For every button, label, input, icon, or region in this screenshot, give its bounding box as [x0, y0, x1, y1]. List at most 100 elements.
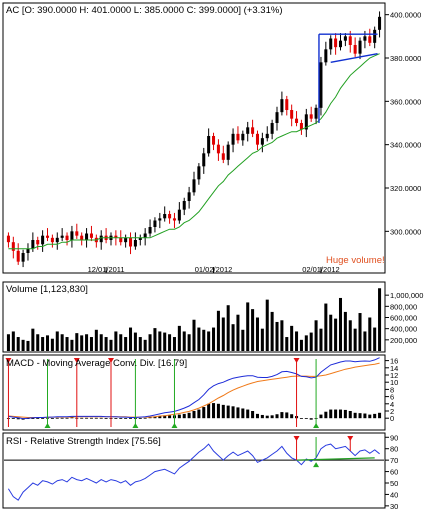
- volume-bar: [60, 334, 64, 351]
- macd-histogram-bar: [275, 414, 279, 419]
- candle-body: [363, 36, 367, 41]
- candle-body: [285, 99, 289, 110]
- candle-body: [177, 209, 181, 221]
- candle-body: [192, 179, 196, 193]
- macd-y-tick-label: 8: [390, 385, 394, 394]
- volume-bar: [295, 331, 299, 351]
- candle-body: [89, 233, 93, 238]
- volume-bar: [177, 325, 181, 351]
- macd-histogram-bar: [226, 405, 230, 419]
- price-y-tick-label: 340.0000: [390, 141, 421, 150]
- macd-histogram-bar: [338, 409, 343, 419]
- candle-body: [41, 235, 45, 245]
- candle-body: [241, 133, 245, 141]
- price-panel-frame: [2, 2, 386, 274]
- candle-body: [55, 237, 59, 243]
- volume-bar: [41, 337, 45, 351]
- candle-body: [246, 127, 250, 134]
- rsi-y-tick-label: 40: [390, 490, 398, 499]
- candle-body: [236, 133, 240, 141]
- rsi-panel: 30 40 50 60 70 80 90: [4, 433, 398, 511]
- macd-histogram-bar: [55, 417, 59, 419]
- volume-bar: [319, 328, 323, 351]
- volume-bar: [226, 305, 230, 351]
- volume-y-tick-label: 400,000: [390, 325, 417, 334]
- macd-histogram-bar: [221, 404, 225, 419]
- macd-histogram-bar: [148, 417, 152, 419]
- volume-bar: [172, 337, 176, 351]
- volume-bar: [197, 327, 201, 351]
- macd-histogram-bar: [182, 413, 186, 419]
- volume-bar: [6, 334, 10, 351]
- macd-histogram-bar: [231, 406, 235, 419]
- macd-histogram-bar: [197, 409, 201, 419]
- macd-histogram-bar: [85, 417, 89, 419]
- candle-body: [99, 235, 103, 243]
- macd-histogram-bar: [241, 408, 245, 419]
- candle-body: [221, 153, 225, 160]
- rsi-trend-line: [296, 457, 375, 461]
- volume-bar: [153, 328, 157, 351]
- volume-bar: [94, 329, 98, 351]
- candle-body: [324, 49, 328, 63]
- candle-body: [45, 235, 50, 238]
- macd-histogram-bar: [94, 417, 98, 419]
- volume-bar: [358, 313, 362, 351]
- macd-histogram-bar: [50, 418, 54, 419]
- macd-histogram-bar: [348, 411, 352, 419]
- price-x-tick-label: 01/02/2012: [195, 265, 233, 274]
- price-panel: 300.0000 320.0000 340.0000 360.0000 380.0000…: [6, 11, 421, 274]
- candle-body: [343, 36, 347, 41]
- macd-y-tick-label: 0: [390, 414, 394, 423]
- candle-body: [124, 237, 128, 243]
- macd-buy-marker: [44, 423, 51, 428]
- macd-histogram-bar: [31, 418, 35, 419]
- macd-histogram-bar: [378, 412, 382, 419]
- macd-sell-marker: [73, 358, 80, 363]
- candle-body: [143, 233, 147, 238]
- candle-body: [85, 233, 89, 240]
- volume-bar: [255, 317, 259, 351]
- macd-histogram-bar: [143, 417, 147, 419]
- volume-y-tick-label: 800,000: [390, 302, 417, 311]
- macd-histogram-bar: [373, 413, 377, 419]
- candle-body: [309, 114, 313, 119]
- candle-body: [299, 123, 303, 130]
- rsi-line: [7, 443, 380, 501]
- volume-bar: [368, 317, 372, 351]
- macd-histogram-bar: [290, 414, 294, 419]
- macd-histogram-bar: [236, 407, 240, 419]
- candle-body: [75, 231, 79, 236]
- macd-histogram-bar: [255, 413, 259, 419]
- candle-body: [153, 220, 157, 227]
- volume-bar: [285, 337, 289, 351]
- candle-body: [80, 235, 84, 240]
- macd-sell-marker: [5, 358, 12, 363]
- candle-body: [231, 133, 235, 145]
- macd-histogram-bar: [280, 412, 284, 419]
- macd-histogram-bar: [36, 418, 40, 419]
- macd-y-tick-label: 4: [390, 400, 394, 409]
- macd-histogram-bar: [299, 418, 303, 419]
- volume-bar: [334, 318, 338, 351]
- candle-body: [260, 138, 264, 145]
- volume-bar: [309, 332, 313, 351]
- huge-volume-annotation: Huge volume!: [326, 255, 385, 266]
- macd-histogram-bar: [319, 414, 323, 419]
- candle-body: [334, 38, 338, 48]
- rsi-y-tick-label: 80: [390, 445, 398, 454]
- volume-bar: [241, 329, 245, 351]
- volume-panel: 200,000 400,000 600,000 800,000 1,000,000: [6, 288, 423, 351]
- candle-body: [60, 235, 64, 238]
- candle-body: [251, 127, 255, 134]
- candle-body: [280, 99, 284, 113]
- macd-histogram-bar: [41, 418, 45, 419]
- price-y-tick-label: 380.0000: [390, 54, 421, 63]
- volume-bar: [163, 332, 167, 351]
- macd-histogram-bar: [60, 417, 64, 419]
- volume-bar: [114, 331, 118, 351]
- volume-bar: [216, 310, 220, 351]
- candle-body: [50, 237, 54, 243]
